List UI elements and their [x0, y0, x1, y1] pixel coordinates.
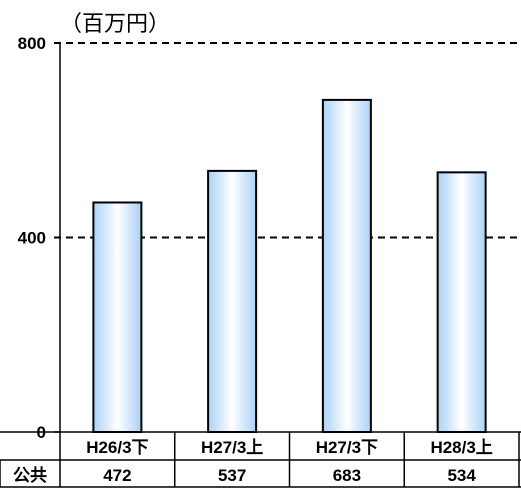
category-label-3: H28/3上: [430, 438, 492, 457]
category-label-2: H27/3下: [316, 438, 378, 457]
bar-0: [92, 201, 143, 433]
bars: [92, 98, 487, 434]
y-tick-label-400: 400: [18, 229, 46, 248]
category-label-1: H27/3上: [201, 438, 263, 457]
category-label-0: H26/3下: [86, 438, 148, 457]
table-value-1: 537: [218, 466, 246, 485]
y-tick-labels: 0400800: [18, 34, 46, 442]
y-tick-label-800: 800: [18, 34, 46, 53]
axes: [54, 42, 61, 487]
table-value-3: 534: [447, 466, 476, 485]
bar-2: [321, 98, 372, 434]
table-value-0: 472: [103, 466, 131, 485]
table-value-2: 683: [333, 466, 361, 485]
unit-label: （百万円）: [60, 12, 171, 37]
bar-1: [207, 169, 258, 433]
bar-3: [436, 171, 487, 433]
table-row-label: 公共: [13, 466, 47, 486]
